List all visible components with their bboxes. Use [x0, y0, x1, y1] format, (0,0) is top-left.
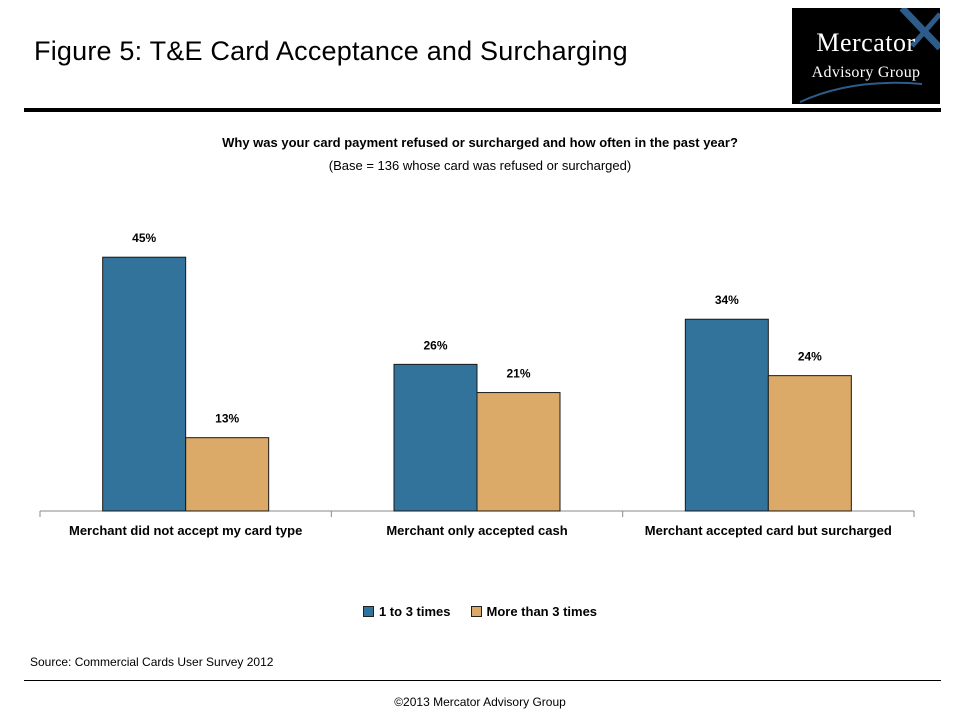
- data-label-series-1-2: 26%: [423, 338, 447, 352]
- category-label-2: Merchant only accepted cash: [386, 523, 567, 538]
- category-label-3: Merchant accepted card but surcharged: [645, 523, 892, 538]
- source-note: Source: Commercial Cards User Survey 201…: [30, 655, 274, 669]
- legend-label-series-1: 1 to 3 times: [378, 604, 451, 619]
- chart-title: Why was your card payment refused or sur…: [222, 135, 738, 150]
- footer-divider: [24, 680, 941, 681]
- bar-series-2-2: [476, 392, 561, 512]
- mercator-logo: Mercator Advisory Group: [792, 8, 940, 104]
- data-label-series-2-2: 21%: [506, 367, 530, 381]
- data-label-series-2-3: 24%: [798, 350, 822, 364]
- bar-series-1-2: [393, 363, 478, 512]
- page-title: Figure 5: T&E Card Acceptance and Surcha…: [34, 36, 628, 66]
- legend-label-series-2: More than 3 times: [486, 604, 598, 619]
- legend-item-series-2: More than 3 times: [470, 604, 598, 619]
- legend-swatch-series-2: [470, 606, 482, 617]
- logo-text-line2: Advisory Group: [811, 64, 921, 81]
- chart-legend: 1 to 3 times More than 3 times: [0, 604, 960, 619]
- logo-text-line1: Mercator: [816, 28, 916, 57]
- bar-series-1-3: [684, 318, 769, 512]
- category-label-1: Merchant did not accept my card type: [69, 523, 302, 538]
- legend-swatch-series-1: [362, 606, 374, 617]
- bar-series-1-1: [102, 256, 187, 512]
- bar-chart: 45% 13% Merchant did not accept my card ty…: [39, 231, 915, 538]
- copyright-text: ©2013 Mercator Advisory Group: [394, 695, 566, 709]
- data-label-series-2-1: 13%: [215, 412, 239, 426]
- logo-x-mark: [799, 8, 940, 103]
- data-label-series-1-3: 34%: [715, 293, 739, 307]
- bar-series-2-3: [767, 375, 852, 512]
- bar-series-2-1: [185, 437, 270, 512]
- data-label-series-1-1: 45%: [132, 231, 156, 245]
- legend-item-series-1: 1 to 3 times: [362, 604, 451, 619]
- chart-subtitle: (Base = 136 whose card was refused or su…: [328, 158, 632, 173]
- header-divider: [24, 108, 941, 112]
